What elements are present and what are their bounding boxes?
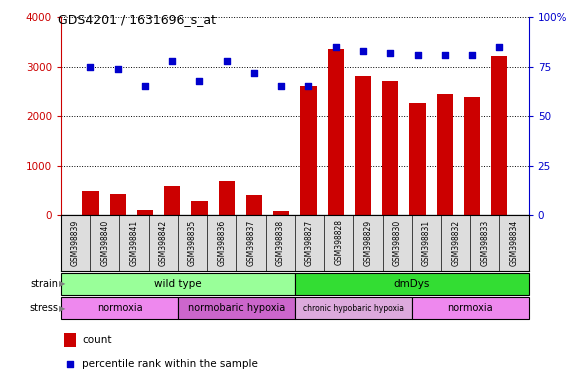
Bar — [295, 297, 412, 319]
Text: GSM398839: GSM398839 — [71, 220, 80, 266]
Text: GSM398840: GSM398840 — [101, 220, 109, 266]
Text: GSM398836: GSM398836 — [217, 220, 226, 266]
Bar — [64, 333, 77, 348]
Bar — [61, 297, 178, 319]
Point — [249, 70, 259, 76]
Text: GSM398827: GSM398827 — [305, 220, 314, 266]
Bar — [218, 181, 235, 215]
Bar — [246, 195, 262, 215]
Point — [440, 52, 450, 58]
Text: GSM398833: GSM398833 — [480, 220, 489, 266]
Point — [86, 64, 95, 70]
Point — [140, 83, 149, 89]
Text: normoxia: normoxia — [96, 303, 142, 313]
Text: dmDys: dmDys — [393, 279, 430, 289]
Text: percentile rank within the sample: percentile rank within the sample — [82, 359, 258, 369]
Text: GSM398835: GSM398835 — [188, 220, 197, 266]
Text: GSM398828: GSM398828 — [334, 220, 343, 265]
Text: chronic hypobaric hypoxia: chronic hypobaric hypoxia — [303, 304, 404, 313]
Text: ▶: ▶ — [59, 279, 65, 288]
Point — [494, 44, 504, 50]
Bar — [61, 273, 295, 295]
Bar — [178, 297, 295, 319]
Text: strain: strain — [30, 279, 58, 289]
Point — [386, 50, 395, 56]
Text: GSM398829: GSM398829 — [364, 220, 372, 266]
Text: count: count — [82, 335, 112, 345]
Text: wild type: wild type — [154, 279, 202, 289]
Bar — [83, 191, 99, 215]
Bar — [328, 50, 344, 215]
Text: GSM398831: GSM398831 — [422, 220, 431, 266]
Point — [195, 78, 204, 84]
Text: ▶: ▶ — [59, 304, 65, 313]
Text: GSM398838: GSM398838 — [276, 220, 285, 266]
Bar — [436, 94, 453, 215]
Text: GSM398841: GSM398841 — [130, 220, 139, 266]
Bar — [273, 210, 289, 215]
Bar — [191, 201, 207, 215]
Bar — [355, 76, 371, 215]
Bar — [410, 103, 426, 215]
Bar — [137, 210, 153, 215]
Bar — [300, 86, 317, 215]
Text: GSM398837: GSM398837 — [246, 220, 256, 266]
Bar — [164, 186, 180, 215]
Text: GSM398842: GSM398842 — [159, 220, 168, 266]
Point — [281, 235, 290, 241]
Text: GSM398834: GSM398834 — [510, 220, 519, 266]
Bar — [110, 194, 126, 215]
Text: GSM398830: GSM398830 — [393, 220, 401, 266]
Bar — [412, 297, 529, 319]
Bar — [491, 56, 507, 215]
Point — [277, 83, 286, 89]
Bar — [382, 81, 399, 215]
Text: normoxia: normoxia — [447, 303, 493, 313]
Point — [222, 58, 231, 64]
Point — [467, 52, 476, 58]
Point — [167, 58, 177, 64]
Text: GSM398832: GSM398832 — [451, 220, 460, 266]
Text: GDS4201 / 1631696_s_at: GDS4201 / 1631696_s_at — [58, 13, 216, 26]
Point — [358, 48, 368, 54]
Bar — [295, 273, 529, 295]
Point — [413, 52, 422, 58]
Point — [304, 83, 313, 89]
Point — [113, 66, 123, 72]
Bar — [464, 98, 480, 215]
Text: normobaric hypoxia: normobaric hypoxia — [188, 303, 285, 313]
Point — [331, 44, 340, 50]
Text: stress: stress — [29, 303, 58, 313]
